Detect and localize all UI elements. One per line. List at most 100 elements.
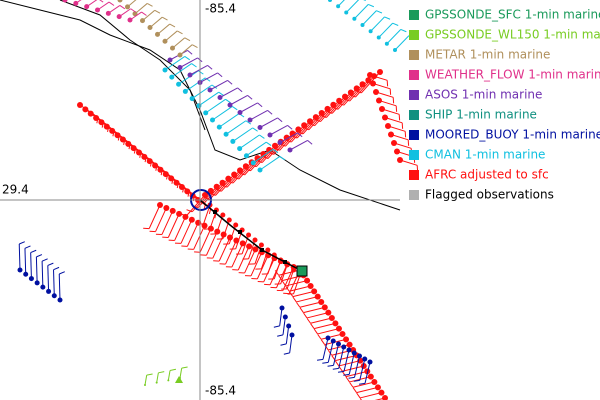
wind-barb <box>108 1 115 6</box>
observation-dot <box>277 140 283 145</box>
observation-dot <box>34 280 40 286</box>
wind-barb <box>386 29 402 45</box>
wind-barb <box>292 290 315 298</box>
observations <box>0 0 419 400</box>
observation-dot <box>105 10 111 16</box>
wind-barb <box>246 141 267 157</box>
observation-dot <box>173 179 180 186</box>
observation-dot <box>220 212 226 218</box>
wind-barb <box>261 141 282 163</box>
wind-barb <box>149 16 163 28</box>
observation-dot <box>98 119 105 126</box>
track-marker <box>238 230 242 234</box>
wind-barb <box>245 120 252 125</box>
observation-dot <box>216 124 222 130</box>
wind-barb <box>99 0 104 3</box>
observation-dot <box>388 131 394 138</box>
observation-dot <box>230 138 236 144</box>
observation-dot <box>155 381 158 384</box>
wind-barb <box>302 112 323 135</box>
legend: GPSSONDE_SFC 1-min marine GPSSONDE_WL150 … <box>409 8 600 202</box>
observation-dot <box>132 11 138 17</box>
wind-barb <box>267 110 273 115</box>
observation-dot <box>162 67 168 73</box>
observation-dot <box>282 314 288 320</box>
observation-dot <box>376 97 382 104</box>
wind-barb <box>334 360 340 367</box>
observation-dot <box>330 338 336 344</box>
wind-barb <box>273 325 280 328</box>
wind-barb <box>299 301 322 308</box>
wind-barb <box>53 266 60 271</box>
legend-swatch <box>409 10 419 20</box>
wind-barb <box>233 176 240 180</box>
wind-barb <box>239 102 258 113</box>
wind-barb <box>349 382 354 388</box>
wind-barb <box>255 145 276 168</box>
wind-barb <box>392 22 399 26</box>
wind-barb <box>172 37 186 49</box>
observation-dot <box>46 288 52 294</box>
wind-barb <box>279 307 283 326</box>
wind-barb <box>272 148 279 154</box>
wind-barb <box>205 231 218 256</box>
observation-dot <box>23 271 29 277</box>
wind-barb <box>343 349 350 372</box>
wind-barb <box>244 168 251 172</box>
observation-dot <box>391 140 397 146</box>
wind-barb <box>161 210 174 235</box>
observation-dot <box>163 204 170 211</box>
wind-barb <box>218 91 224 96</box>
wind-barb <box>167 370 171 381</box>
wind-barb <box>290 120 311 143</box>
wind-barb <box>178 70 199 85</box>
wind-barb <box>141 11 147 16</box>
wind-barb <box>307 140 313 145</box>
observation-dot <box>343 336 350 343</box>
observation-dot <box>57 297 63 303</box>
observation-dot <box>364 368 371 375</box>
wind-barb <box>285 280 308 287</box>
wind-barb <box>179 368 183 379</box>
sonde-marker <box>296 265 308 277</box>
wind-barb <box>342 371 347 377</box>
observation-dot <box>87 110 94 117</box>
wind-barb <box>227 180 234 184</box>
wind-barb <box>376 10 383 14</box>
observation-dot <box>162 38 168 44</box>
observation-dot <box>28 276 34 282</box>
wind-barb <box>267 254 275 275</box>
track-marker <box>260 248 264 252</box>
wind-barb <box>324 344 329 351</box>
wind-barb <box>161 16 168 21</box>
sonde-marker <box>175 376 183 383</box>
wind-barb <box>349 79 369 102</box>
observation-dot <box>370 80 376 87</box>
observation-dot <box>367 359 373 365</box>
observation-dot <box>187 72 193 78</box>
observation-dot <box>40 284 46 290</box>
observation-dot <box>167 379 170 382</box>
legend-swatch <box>409 150 419 160</box>
wind-barb <box>36 254 43 258</box>
wind-barb <box>293 274 301 295</box>
observation-dot <box>252 237 258 243</box>
wind-barb <box>174 216 186 241</box>
observation-dot <box>207 225 214 232</box>
wind-barb <box>355 90 362 94</box>
wind-barb <box>35 256 38 283</box>
wind-barb <box>277 334 284 337</box>
observation-dot <box>360 363 367 369</box>
wind-barb <box>257 102 263 108</box>
legend-label: GPSSONDE_SFC 1-min marine <box>425 8 600 22</box>
wind-barb <box>320 339 326 345</box>
wind-barb <box>354 4 369 20</box>
legend-swatch <box>409 130 419 140</box>
observation-dot <box>117 0 123 3</box>
observation-dot <box>168 175 175 182</box>
wind-barb <box>155 207 167 232</box>
observation-dot <box>184 188 191 195</box>
observation-dot <box>162 171 169 178</box>
wind-barb <box>317 328 340 335</box>
observation-dot <box>360 23 365 27</box>
